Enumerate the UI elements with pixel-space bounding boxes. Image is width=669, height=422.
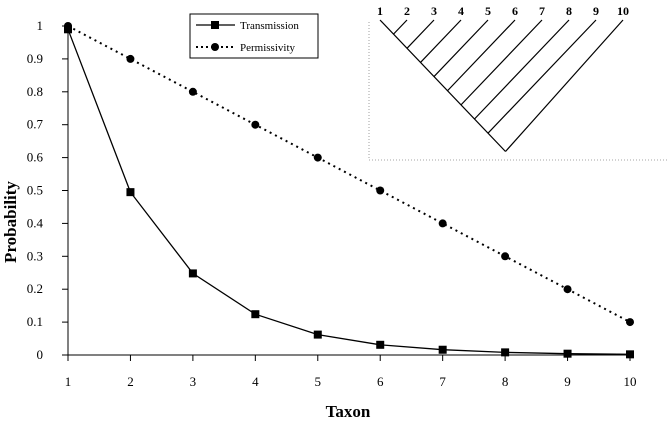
x-axis-title: Taxon bbox=[326, 402, 371, 421]
y-tick-label: 0.5 bbox=[27, 183, 43, 198]
x-axis-ticks: 1 2 3 4 5 6 7 8 9 10 bbox=[65, 355, 637, 389]
tree-backbone bbox=[379, 19, 506, 152]
y-axis-ticks: 0 0.1 0.2 0.3 0.4 0.5 0.6 0.7 0.8 0.9 1 bbox=[27, 18, 68, 362]
x-tick-label: 5 bbox=[315, 374, 322, 389]
tree-branch bbox=[406, 19, 435, 49]
y-tick-label: 0.9 bbox=[27, 51, 43, 66]
x-tick-label: 3 bbox=[190, 374, 197, 389]
tree-branch bbox=[487, 19, 597, 134]
tree-branch bbox=[460, 19, 543, 106]
permissivity-line bbox=[67, 25, 631, 323]
tree-taxon-label: 6 bbox=[512, 4, 518, 18]
y-tick-label: 0.4 bbox=[27, 215, 44, 230]
transmission-point bbox=[501, 348, 510, 357]
y-tick-label: 0.2 bbox=[27, 281, 43, 296]
tree-branch bbox=[505, 19, 624, 152]
tree-branch bbox=[420, 19, 462, 63]
transmission-point bbox=[376, 340, 385, 349]
tree-taxon-label: 1 bbox=[377, 4, 383, 18]
y-tick-label: 0 bbox=[37, 347, 44, 362]
x-tick-label: 7 bbox=[439, 374, 446, 389]
x-tick-label: 9 bbox=[564, 374, 571, 389]
y-tick-label: 0.6 bbox=[27, 150, 44, 165]
transmission-point bbox=[563, 349, 572, 358]
x-tick-label: 2 bbox=[127, 374, 134, 389]
y-tick-label: 0.1 bbox=[27, 314, 43, 329]
y-tick-label: 0.3 bbox=[27, 248, 43, 263]
x-tick-label: 6 bbox=[377, 374, 384, 389]
permissivity-point bbox=[563, 285, 572, 294]
permissivity-point bbox=[376, 186, 385, 195]
tree-taxon-label: 10 bbox=[617, 4, 629, 18]
tree-branches bbox=[379, 19, 624, 152]
tree-taxon-label: 2 bbox=[404, 4, 410, 18]
permissivity-point bbox=[188, 87, 197, 96]
transmission-point bbox=[313, 330, 322, 339]
x-tick-label: 8 bbox=[502, 374, 509, 389]
series-layer bbox=[64, 22, 634, 359]
tree-taxon-label: 7 bbox=[539, 4, 545, 18]
transmission-point bbox=[126, 188, 135, 197]
permissivity-point bbox=[501, 252, 510, 261]
inset-tree: 1 2 3 4 5 6 7 8 9 10 bbox=[368, 4, 669, 161]
y-tick-label: 0.7 bbox=[27, 117, 44, 132]
tree-taxon-label: 3 bbox=[431, 4, 437, 18]
permissivity-point bbox=[626, 318, 634, 327]
tree-branch bbox=[474, 19, 570, 120]
tree-taxon-label: 9 bbox=[593, 4, 599, 18]
tree-branch bbox=[393, 19, 408, 35]
x-tick-label: 1 bbox=[65, 374, 72, 389]
x-tick-label: 4 bbox=[252, 374, 259, 389]
tree-labels: 1 2 3 4 5 6 7 8 9 10 bbox=[377, 4, 629, 18]
legend-permissivity-marker bbox=[211, 43, 219, 51]
legend: Transmission Permissivity bbox=[189, 13, 319, 59]
permissivity-point bbox=[64, 22, 72, 30]
y-tick-label: 1 bbox=[37, 18, 44, 33]
transmission-point bbox=[188, 269, 197, 278]
transmission-point bbox=[438, 345, 447, 354]
y-axis-title: Probability bbox=[1, 181, 20, 263]
permissivity-point bbox=[126, 54, 135, 63]
transmission-point bbox=[626, 350, 634, 359]
legend-transmission-label: Transmission bbox=[240, 20, 299, 32]
permissivity-point bbox=[438, 219, 447, 228]
permissivity-point bbox=[251, 120, 260, 129]
legend-transmission-marker bbox=[211, 21, 219, 29]
x-tick-label: 10 bbox=[624, 374, 637, 389]
legend-permissivity-label: Permissivity bbox=[240, 42, 296, 54]
transmission-line bbox=[67, 29, 631, 355]
tree-taxon-label: 5 bbox=[485, 4, 491, 18]
tree-taxon-label: 4 bbox=[458, 4, 464, 18]
tree-branch bbox=[433, 19, 489, 77]
y-tick-label: 0.8 bbox=[27, 84, 43, 99]
tree-branch bbox=[447, 19, 516, 92]
transmission-point bbox=[251, 310, 260, 319]
tree-taxon-label: 8 bbox=[566, 4, 572, 18]
permissivity-point bbox=[313, 153, 322, 162]
